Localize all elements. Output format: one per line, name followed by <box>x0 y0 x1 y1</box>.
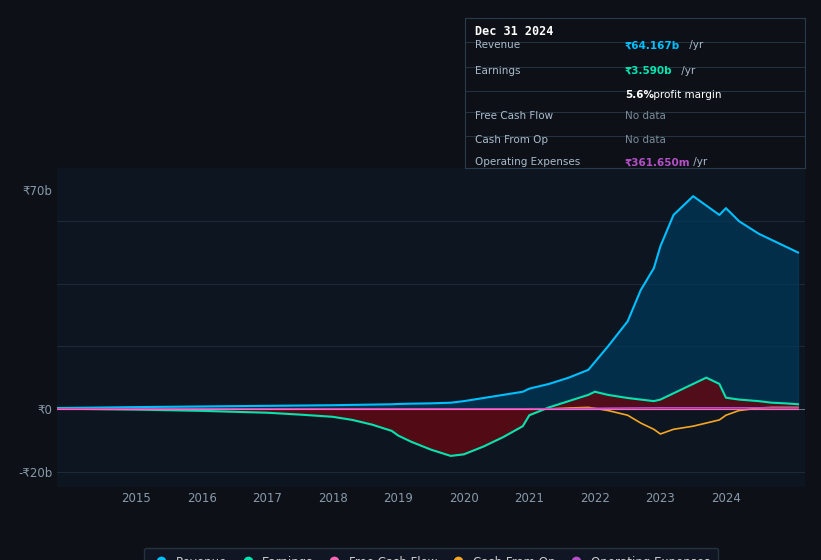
Text: Earnings: Earnings <box>475 66 521 76</box>
Text: /yr: /yr <box>677 66 695 76</box>
Text: /yr: /yr <box>686 40 704 50</box>
Text: No data: No data <box>625 135 666 145</box>
Text: No data: No data <box>625 111 666 121</box>
Text: Revenue: Revenue <box>475 40 520 50</box>
Text: ₹361.650m: ₹361.650m <box>625 157 690 167</box>
Text: /yr: /yr <box>690 157 707 167</box>
Text: Operating Expenses: Operating Expenses <box>475 157 580 167</box>
Text: ₹3.590b: ₹3.590b <box>625 66 672 76</box>
Text: profit margin: profit margin <box>650 90 722 100</box>
Text: Cash From Op: Cash From Op <box>475 135 548 145</box>
Text: Dec 31 2024: Dec 31 2024 <box>475 25 553 39</box>
Text: ₹64.167b: ₹64.167b <box>625 40 680 50</box>
Legend: Revenue, Earnings, Free Cash Flow, Cash From Op, Operating Expenses: Revenue, Earnings, Free Cash Flow, Cash … <box>144 548 718 560</box>
Text: 5.6%: 5.6% <box>625 90 654 100</box>
Text: Free Cash Flow: Free Cash Flow <box>475 111 553 121</box>
